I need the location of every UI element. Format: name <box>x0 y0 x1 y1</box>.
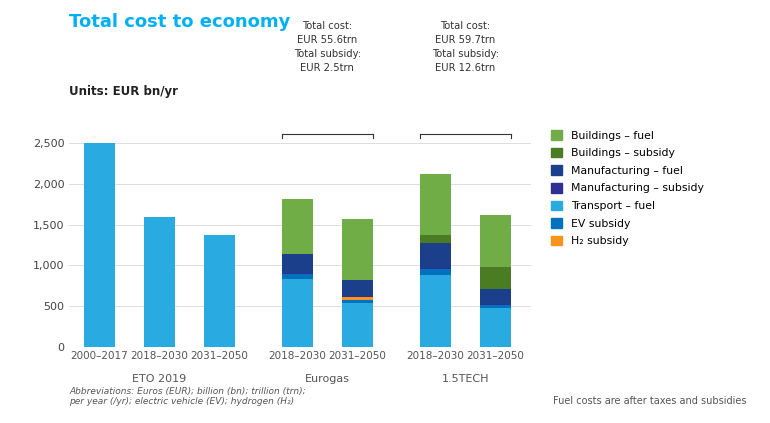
Bar <box>204 235 235 347</box>
Bar <box>420 275 451 347</box>
Bar <box>342 303 373 347</box>
Bar <box>342 297 373 300</box>
Bar <box>420 174 451 235</box>
Text: Units: EUR bn/yr: Units: EUR bn/yr <box>69 85 179 98</box>
Bar <box>480 267 511 288</box>
Text: Fuel costs are after taxes and subsidies: Fuel costs are after taxes and subsidies <box>554 396 747 406</box>
Bar <box>282 279 313 347</box>
Bar <box>480 215 511 267</box>
Bar <box>420 242 451 268</box>
Bar <box>282 254 313 273</box>
Text: Total cost:
EUR 59.7trn
Total subsidy:
EUR 12.6trn: Total cost: EUR 59.7trn Total subsidy: E… <box>432 21 499 73</box>
Bar <box>420 269 451 275</box>
Bar <box>342 280 373 296</box>
Bar <box>282 275 313 279</box>
Bar <box>480 288 511 304</box>
Bar <box>84 143 115 347</box>
Text: Eurogas: Eurogas <box>305 374 350 385</box>
Bar <box>342 296 373 297</box>
Bar <box>342 300 373 303</box>
Legend: Buildings – fuel, Buildings – subsidy, Manufacturing – fuel, Manufacturing – sub: Buildings – fuel, Buildings – subsidy, M… <box>551 130 704 246</box>
Bar <box>342 220 373 280</box>
Text: ETO 2019: ETO 2019 <box>132 374 186 385</box>
Text: 1.5TECH: 1.5TECH <box>441 374 489 385</box>
Text: Total cost:
EUR 55.6trn
Total subsidy:
EUR 2.5trn: Total cost: EUR 55.6trn Total subsidy: E… <box>294 21 361 73</box>
Bar <box>480 304 511 305</box>
Text: Abbreviations: Euros (EUR); billion (bn); trillion (trn);
per year (/yr); electr: Abbreviations: Euros (EUR); billion (bn)… <box>69 387 306 406</box>
Bar <box>420 235 451 242</box>
Text: Total cost to economy: Total cost to economy <box>69 13 291 31</box>
Bar <box>144 217 175 347</box>
Bar <box>480 308 511 347</box>
Bar <box>420 268 451 269</box>
Bar <box>480 305 511 308</box>
Bar <box>282 273 313 275</box>
Bar <box>282 199 313 254</box>
